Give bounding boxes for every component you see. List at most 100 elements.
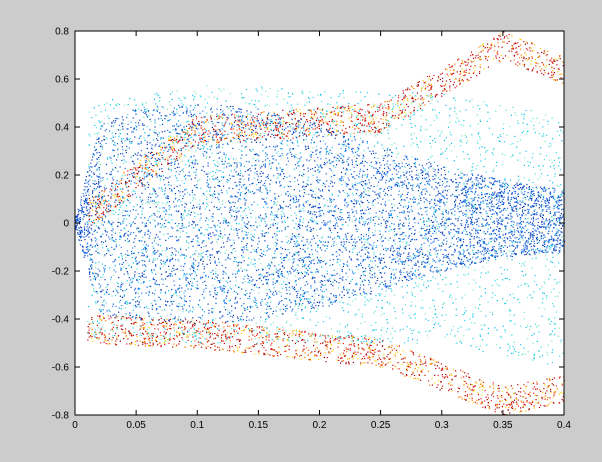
data-point: [255, 134, 257, 136]
data-point: [132, 190, 134, 192]
data-point: [499, 134, 501, 136]
data-point: [148, 338, 150, 340]
data-point: [246, 292, 248, 294]
data-point: [463, 158, 465, 160]
data-point: [478, 399, 480, 401]
data-point: [95, 303, 97, 305]
data-point: [157, 175, 159, 177]
data-point: [288, 115, 290, 117]
data-point: [511, 401, 513, 403]
data-point: [513, 393, 515, 395]
data-point: [322, 113, 324, 115]
data-point: [218, 346, 220, 349]
data-point: [166, 201, 168, 203]
data-point: [367, 362, 369, 364]
data-point: [348, 361, 350, 363]
data-point: [364, 117, 367, 119]
data-point: [99, 203, 101, 205]
data-point: [141, 102, 144, 104]
data-point: [148, 337, 150, 339]
data-point: [213, 160, 215, 162]
data-point: [247, 324, 249, 326]
data-point: [115, 104, 117, 106]
plot-area: [75, 31, 564, 415]
data-point: [537, 402, 539, 404]
data-point: [281, 274, 283, 276]
data-point: [315, 354, 317, 356]
data-point: [150, 339, 152, 342]
data-point: [376, 339, 378, 341]
data-point: [220, 288, 222, 290]
data-point: [472, 388, 474, 390]
data-point: [115, 317, 117, 319]
data-point: [196, 180, 199, 182]
data-point: [496, 404, 499, 406]
data-point: [348, 102, 350, 105]
data-point: [523, 311, 525, 313]
data-point: [126, 182, 128, 184]
data-point: [437, 384, 439, 386]
data-point: [420, 226, 422, 228]
data-point: [117, 186, 119, 188]
data-point: [492, 387, 495, 389]
data-point: [137, 184, 139, 187]
data-point: [355, 182, 357, 184]
data-point: [473, 67, 475, 69]
data-point: [238, 223, 240, 225]
data-point: [399, 249, 401, 251]
data-point: [182, 224, 184, 226]
data-point: [365, 353, 367, 355]
data-point: [283, 276, 285, 278]
data-point: [479, 64, 481, 66]
data-point: [378, 293, 380, 295]
data-point: [241, 256, 244, 259]
data-point: [111, 225, 113, 227]
data-point: [139, 334, 141, 336]
data-point: [436, 254, 438, 256]
data-point: [191, 319, 193, 321]
data-point: [202, 129, 204, 131]
data-point: [540, 47, 542, 50]
data-point: [245, 214, 248, 216]
data-point: [194, 287, 197, 289]
data-point: [332, 349, 334, 351]
data-point: [344, 337, 346, 339]
data-point: [275, 245, 277, 247]
data-point: [412, 372, 414, 374]
data-point: [146, 163, 148, 165]
data-point: [144, 240, 146, 242]
data-point: [377, 299, 379, 302]
data-point: [430, 85, 432, 87]
data-point: [454, 63, 456, 65]
data-point: [353, 343, 355, 345]
data-point: [544, 384, 546, 386]
data-point: [280, 117, 282, 119]
data-point: [128, 265, 130, 267]
data-point: [132, 309, 134, 311]
data-point: [479, 119, 481, 121]
data-point: [264, 163, 267, 165]
data-point: [141, 165, 144, 167]
data-point: [312, 128, 314, 130]
data-point: [206, 329, 208, 331]
data-point: [561, 383, 563, 385]
data-point: [193, 308, 195, 310]
data-point: [549, 380, 551, 382]
data-point: [296, 240, 298, 242]
data-point: [91, 328, 93, 331]
data-point: [100, 144, 102, 146]
data-point: [278, 336, 280, 338]
data-point: [287, 334, 289, 336]
data-point: [138, 315, 140, 317]
data-point: [131, 253, 133, 255]
data-point: [247, 124, 249, 126]
data-point: [207, 327, 209, 329]
data-point: [541, 355, 543, 357]
data-point: [418, 378, 420, 380]
data-point: [329, 201, 331, 203]
data-point: [442, 290, 444, 293]
data-point: [243, 139, 245, 141]
data-point: [278, 230, 280, 232]
data-point: [321, 100, 323, 103]
data-point: [436, 117, 438, 119]
